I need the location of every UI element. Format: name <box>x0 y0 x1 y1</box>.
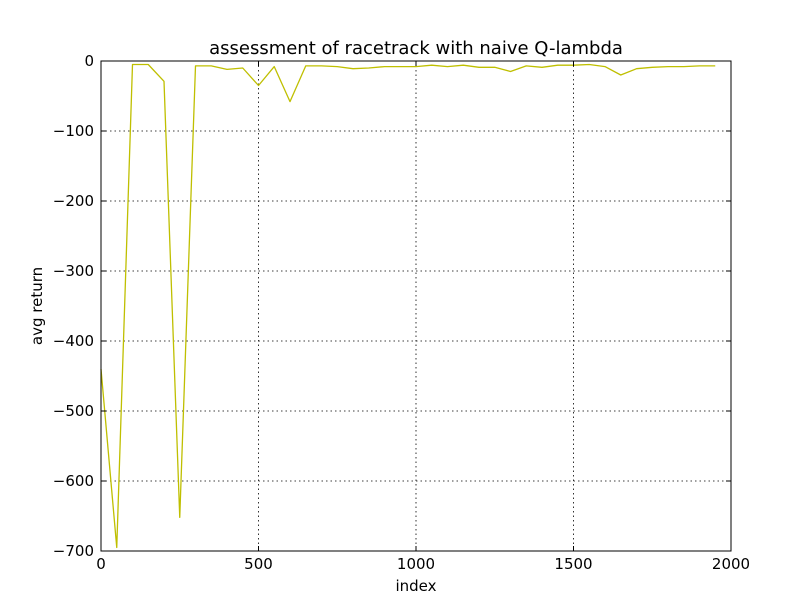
series-layer <box>100 63 716 549</box>
y-tick-label: 0 <box>84 52 94 70</box>
y-tick-label: −100 <box>53 122 94 140</box>
chart-title: assessment of racetrack with naive Q-lam… <box>209 38 623 59</box>
x-tick-label: 2000 <box>712 555 750 573</box>
y-tick-label: −400 <box>53 332 94 350</box>
series-line <box>100 63 716 549</box>
y-tick-label: −200 <box>53 192 94 210</box>
grid <box>101 61 731 551</box>
x-tick-label: 0 <box>96 555 106 573</box>
ticks <box>100 60 732 552</box>
x-tick-label: 1500 <box>554 555 592 573</box>
x-axis-label: index <box>395 577 436 595</box>
y-tick-label: −500 <box>53 402 94 420</box>
x-tick-labels: 0 500 1000 1500 2000 <box>96 555 750 573</box>
x-tick-label: 1000 <box>397 555 435 573</box>
y-tick-label: −700 <box>53 542 94 560</box>
y-tick-labels: 0 −100 −200 −300 −400 −500 −600 −700 <box>53 52 94 560</box>
y-axis-label: avg return <box>28 267 46 345</box>
x-tick-label: 500 <box>244 555 273 573</box>
y-tick-label: −300 <box>53 262 94 280</box>
y-tick-label: −600 <box>53 472 94 490</box>
